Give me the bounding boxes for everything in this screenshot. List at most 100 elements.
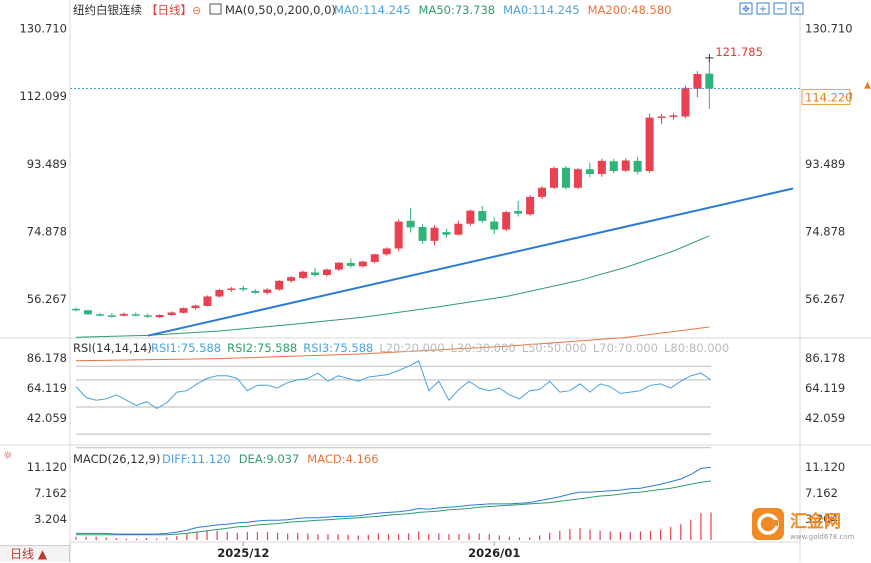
macd-settings-icon[interactable]: ☼ [3,449,13,462]
candle-body[interactable] [275,280,284,290]
ma-item-3: MA200:48.580 [588,3,672,17]
candle-body[interactable] [346,263,355,266]
candle-body[interactable] [382,248,391,255]
candle-body[interactable] [490,221,499,230]
candle-body[interactable] [299,271,308,278]
rsi-tick-right: 64.119 [805,381,845,395]
ma-item-2: MA0:114.245 [503,3,580,17]
candle-body[interactable] [215,289,224,297]
candle-body[interactable] [72,308,80,311]
trend-line[interactable] [147,187,794,337]
candle-body[interactable] [454,223,463,235]
candle-body[interactable] [657,116,666,119]
candle-body[interactable] [502,212,511,230]
rsi-tick-right: 42.059 [805,411,845,425]
svg-text:−: − [776,4,784,15]
last-price-label: 114.220 [805,90,853,104]
ma50-line [75,235,710,338]
site-logo: 汇金网 www.gold678.com [752,506,864,542]
candle-body[interactable] [609,161,618,172]
candle-body[interactable] [287,277,296,281]
candle-body[interactable] [550,168,558,188]
indicator-switch-icon[interactable] [209,3,222,15]
zoom-out-icon[interactable] [773,2,787,15]
candle-body[interactable] [442,232,451,235]
rsi-item-4: L30:30.000 [451,341,516,355]
svg-text:+: + [759,4,767,15]
candle-body[interactable] [585,169,594,174]
candle-body[interactable] [83,310,92,315]
candle-body[interactable] [155,315,164,318]
candle-body[interactable] [561,167,570,188]
candle-body[interactable] [119,313,128,316]
candle-body[interactable] [478,211,487,221]
candle-body[interactable] [597,160,606,174]
symbol-title: 纽约白银连续 [73,3,142,17]
ma-item-1: MA50:73.738 [419,3,496,17]
fit-icon[interactable] [739,2,753,15]
candle-body[interactable] [322,269,331,276]
candle-body[interactable] [107,315,116,317]
candle-body[interactable] [621,160,630,171]
zoom-in-icon[interactable] [756,2,770,15]
macd-diff-line [76,466,712,535]
candle-body[interactable] [251,291,260,293]
last-price-tag: 114.220 ▲ [801,80,871,105]
candle-body[interactable] [681,87,690,117]
rsi-item-3: L20:20.000 [379,341,444,355]
candle-body[interactable] [191,305,200,309]
candle-body[interactable] [430,227,439,241]
candle-body[interactable] [239,288,248,290]
rsi-item-0: RSI1:75.588 [151,341,221,355]
candle-body[interactable] [179,308,188,313]
close-icon[interactable] [790,2,804,15]
candle-body[interactable] [263,289,272,293]
ma-formula: MA(0,50,0,200,0,0) [225,3,336,17]
ma-item-0: MA0:114.245 [334,3,411,17]
candle-body[interactable] [334,262,343,270]
price-tick-left: 93.489 [27,157,67,171]
candle-body[interactable] [311,272,319,276]
period-tag[interactable]: 【日线】 [146,3,192,17]
macd-item-1: DEA:9.037 [239,452,300,466]
rsi-tick-left: 42.059 [27,411,67,425]
candle-body[interactable] [573,169,582,188]
candle-body[interactable] [131,314,140,316]
candle-body[interactable] [633,160,642,172]
candle-body[interactable] [669,115,678,117]
rsi-item-7: L80:80.000 [664,341,729,355]
settings-icon[interactable]: ⊖ [192,4,201,17]
macd-item-2: MACD:4.166 [307,452,378,466]
logo-url: www.gold678.com [790,533,855,541]
macd-tick-right: 3.204 [805,512,838,526]
price-tick-right: 56.267 [805,292,845,306]
candle-body[interactable] [466,210,475,224]
macd-tick-right: 11.120 [805,460,845,474]
candle-body[interactable] [538,187,547,197]
macd-item-0: DIFF:11.120 [162,452,231,466]
candle-body[interactable] [418,227,427,241]
candle-body[interactable] [514,211,523,214]
macd-title: MACD(26,12,9) [73,452,160,466]
macd-tick-right: 7.162 [805,486,838,500]
candle-body[interactable] [167,312,176,316]
candle-body[interactable] [693,73,702,89]
rsi-item-6: L70:70.000 [593,341,658,355]
macd-tick-left: 11.120 [27,460,67,474]
price-tick-right: 74.878 [805,224,845,238]
price-tick-right: 130.710 [805,22,853,36]
candle-body[interactable] [203,296,212,306]
candle-body[interactable] [143,315,152,317]
candle-body[interactable] [95,314,104,316]
candle-body[interactable] [358,261,367,267]
candle-body[interactable] [406,220,415,228]
candle-body[interactable] [394,221,403,249]
candle-body[interactable] [705,73,714,89]
candle-body[interactable] [370,254,379,262]
window-controls[interactable]: ✥ + − ✕ [739,2,804,15]
candle-body[interactable] [526,196,535,215]
candle-body[interactable] [227,288,236,290]
period-selector[interactable]: 日线 ▲ [0,545,70,562]
candle-body[interactable] [645,117,654,172]
